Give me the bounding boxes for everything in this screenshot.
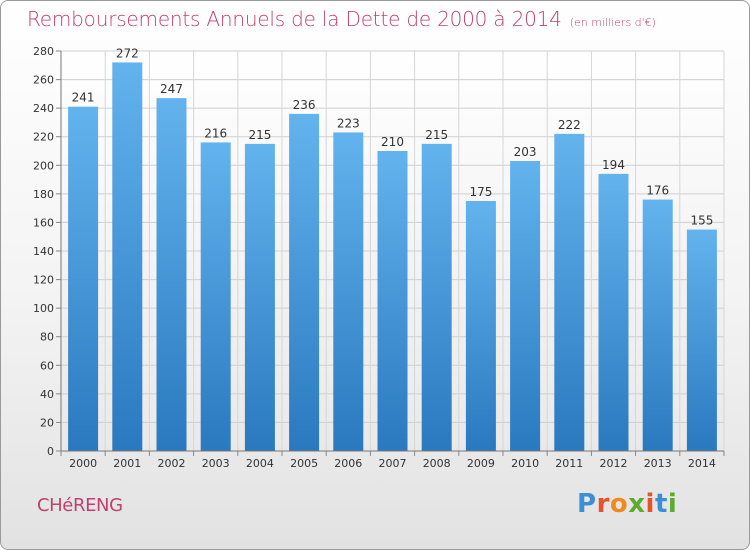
y-tick-label: 140: [33, 245, 54, 258]
x-tick-label: 2014: [688, 457, 716, 470]
bar-value-label: 215: [425, 128, 448, 142]
bar-value-label: 223: [337, 116, 360, 130]
x-tick-label: 2013: [644, 457, 672, 470]
bar: [642, 199, 673, 451]
x-tick-label: 2002: [158, 457, 186, 470]
logo-letter: o: [609, 489, 629, 519]
chart-unit: (en milliers d'€): [569, 16, 656, 29]
chart-title-text: Remboursements Annuels de la Dette de 20…: [27, 7, 562, 31]
x-tick-label: 2010: [511, 457, 539, 470]
bar: [510, 161, 541, 451]
x-tick-label: 2012: [600, 457, 628, 470]
y-tick-label: 180: [33, 188, 54, 201]
bar: [421, 143, 452, 451]
x-tick-label: 2006: [334, 457, 362, 470]
bar-value-label: 222: [558, 118, 581, 132]
bar: [554, 133, 585, 451]
bar-value-label: 241: [72, 91, 95, 105]
y-tick-label: 60: [40, 359, 54, 372]
y-tick-label: 80: [40, 331, 54, 344]
x-tick-label: 2001: [113, 457, 141, 470]
x-tick-label: 2007: [379, 457, 407, 470]
bar: [244, 143, 275, 451]
y-tick-label: 260: [33, 74, 54, 87]
proxiti-logo: Proxiti: [577, 489, 677, 519]
bar-value-label: 215: [248, 128, 271, 142]
x-tick-label: 2004: [246, 457, 274, 470]
logo-letter: i: [645, 489, 655, 519]
y-tick-label: 20: [40, 416, 54, 429]
y-tick-label: 240: [33, 102, 54, 115]
bar: [156, 98, 187, 452]
y-tick-label: 280: [33, 45, 54, 58]
x-tick-label: 2005: [290, 457, 318, 470]
bar: [598, 173, 629, 451]
bar-value-label: 210: [381, 135, 404, 149]
bars: 241 272 247 216 215 236 223 210 215 175 203 222 194 1…: [68, 46, 717, 452]
bar-value-label: 272: [116, 46, 139, 60]
bar: [112, 62, 143, 452]
bar-value-label: 216: [204, 126, 227, 140]
bar-value-label: 176: [646, 184, 669, 198]
y-tick-label: 120: [33, 274, 54, 287]
bar: [465, 201, 496, 451]
bar-value-label: 247: [160, 82, 183, 96]
x-tick-label: 2008: [423, 457, 451, 470]
x-tick-label: 2000: [69, 457, 97, 470]
bar: [377, 151, 408, 451]
x-tick-label: 2009: [467, 457, 495, 470]
y-tick-label: 160: [33, 216, 54, 229]
logo-letter: i: [667, 489, 678, 519]
bar: [68, 106, 99, 451]
bar-value-label: 194: [602, 158, 625, 172]
logo-letter: x: [628, 489, 646, 519]
x-tick-label: 2011: [555, 457, 583, 470]
y-tick-label: 0: [47, 445, 54, 458]
axes: 0 20 40 60 80 100 120 140 160 180 200 220 240 260 280 2…: [33, 45, 725, 470]
bar: [333, 132, 364, 451]
y-tick-label: 220: [33, 131, 54, 144]
logo-letter: r: [596, 489, 610, 519]
logo-letter: t: [654, 489, 668, 519]
chart-title: Remboursements Annuels de la Dette de 20…: [27, 7, 656, 31]
bar-value-label: 203: [514, 145, 537, 159]
commune-name: CHéRENG: [37, 495, 123, 516]
bar-value-label: 175: [469, 185, 492, 199]
bar: [686, 229, 717, 451]
y-tick-label: 40: [40, 388, 54, 401]
y-tick-label: 200: [33, 159, 54, 172]
bar: [289, 113, 320, 451]
x-tick-label: 2003: [202, 457, 230, 470]
bar: [200, 142, 231, 451]
bar-value-label: 155: [690, 214, 713, 228]
y-tick-label: 100: [33, 302, 54, 315]
bar-value-label: 236: [293, 98, 316, 112]
logo-letter: P: [577, 489, 597, 519]
